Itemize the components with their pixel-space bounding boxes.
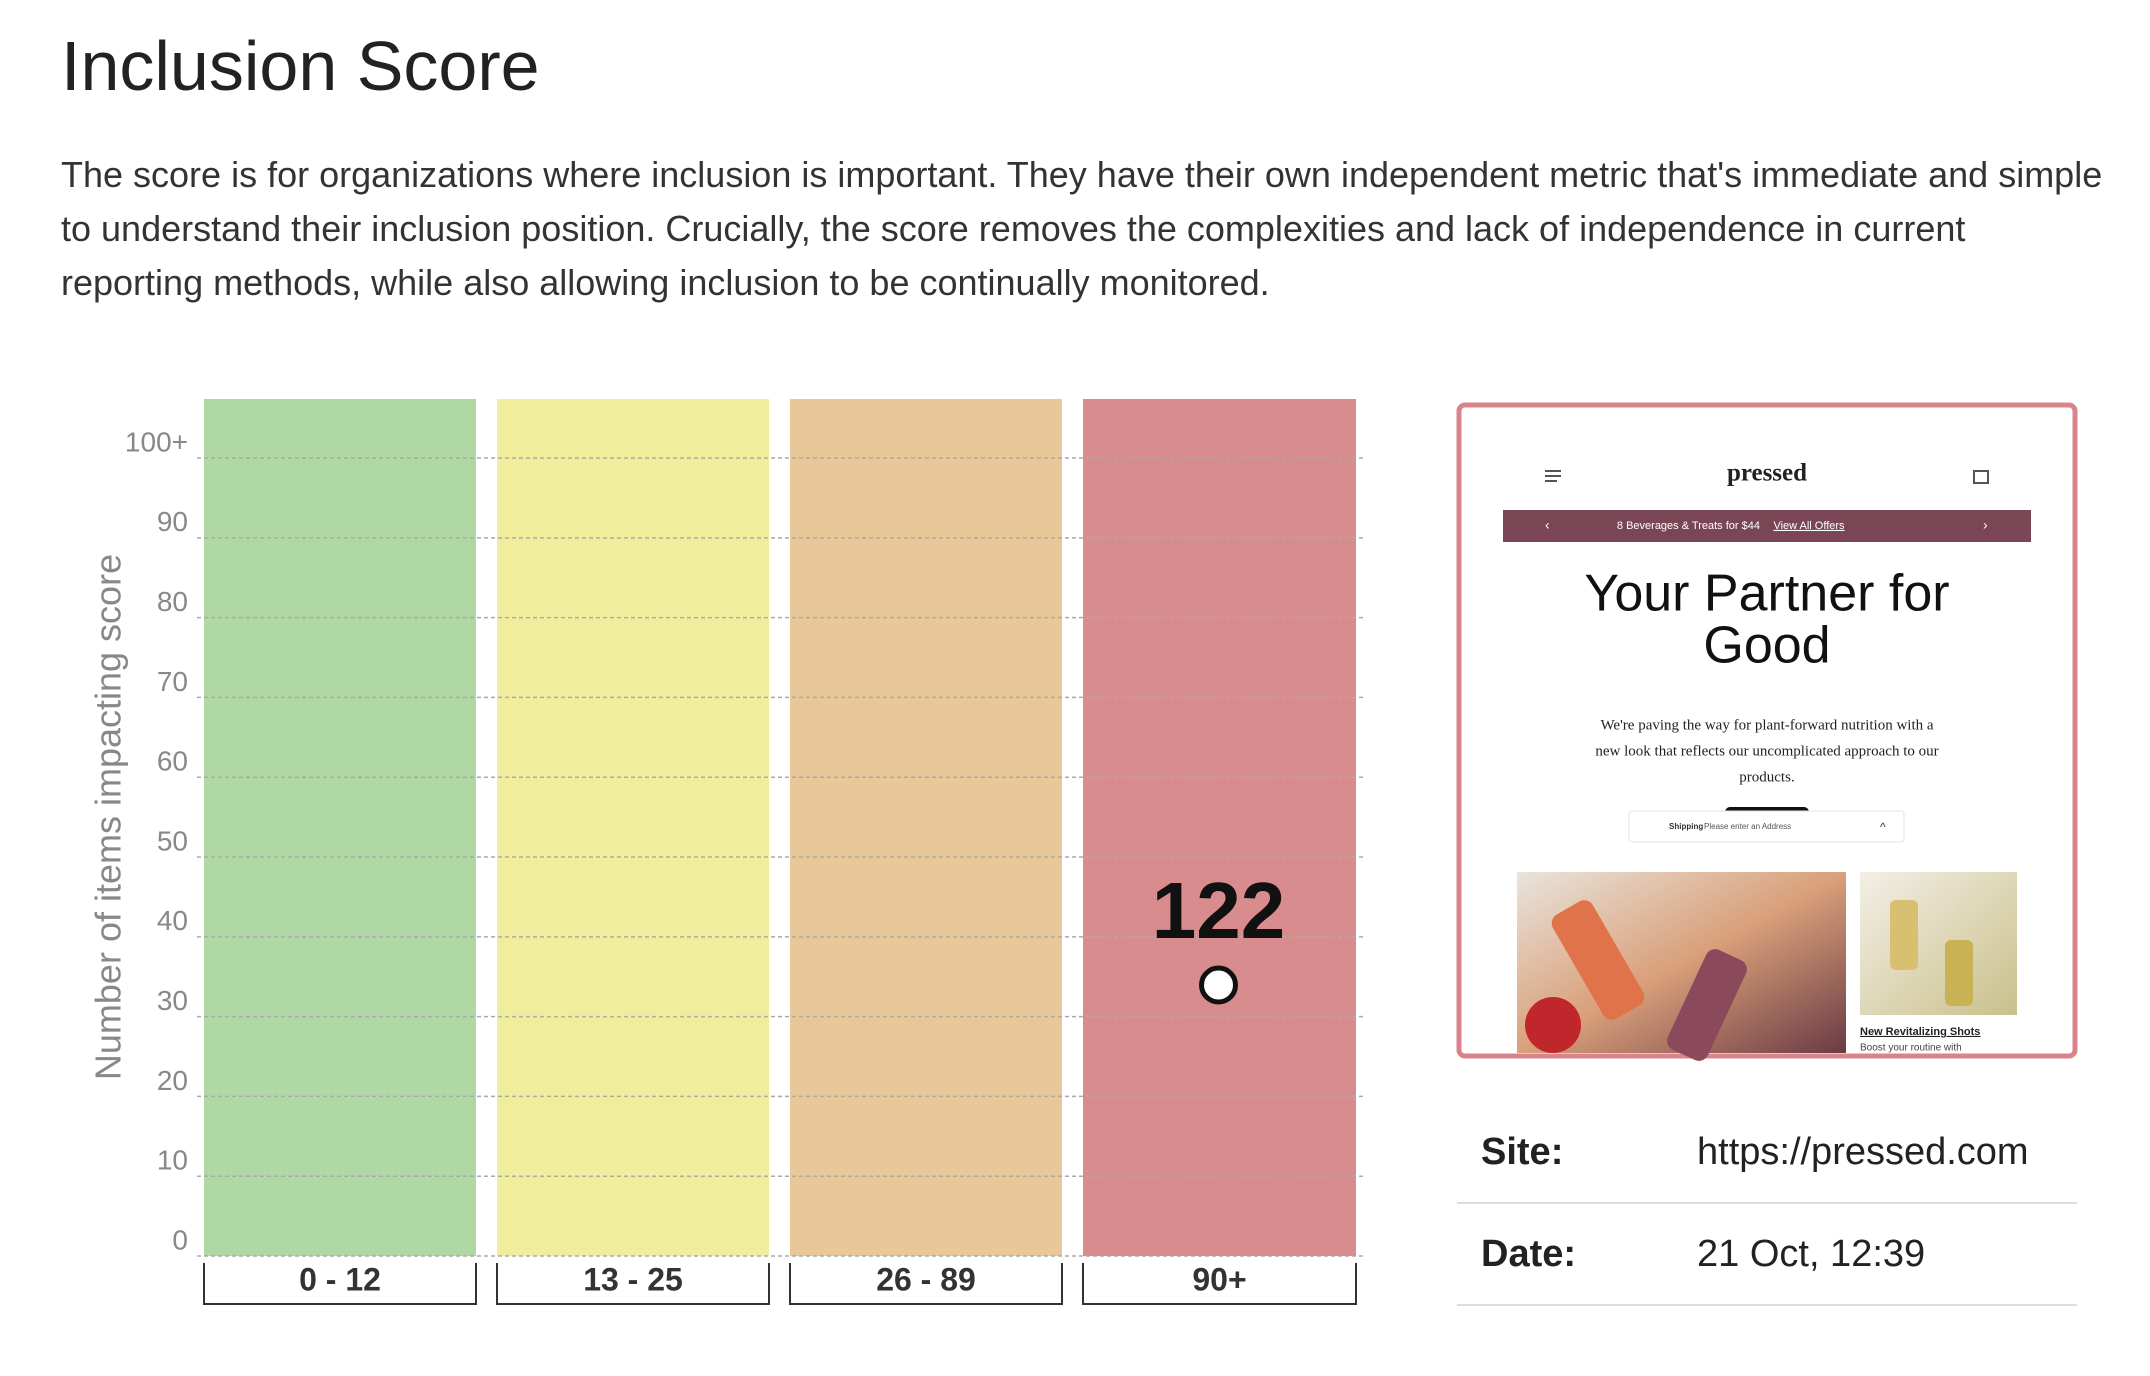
banner-arrow: › [1983, 517, 1988, 533]
apple [1525, 997, 1581, 1053]
y-axis-label: Number of items impacting score [88, 554, 129, 1080]
product-image [1860, 872, 2017, 1015]
category-bracket [203, 1263, 477, 1305]
score-band [1083, 399, 1356, 1256]
site-preview: pressed ‹ › 8 Beverages & Treats for $44… [1456, 402, 2078, 1061]
hero-text: We're paving the way for plant-forward n… [1600, 717, 1933, 733]
bag-icon [1973, 470, 1989, 484]
category-bracket [496, 1263, 770, 1305]
score-band [204, 399, 476, 1256]
y-tick-label: 80 [157, 586, 188, 617]
detail-label: Date: [1481, 1233, 1576, 1275]
banner-text: 8 Beverages & Treats for $44 [1617, 520, 1760, 532]
score-band [497, 399, 769, 1256]
y-tick-label: 70 [157, 666, 188, 697]
shipping-bar[interactable] [1628, 810, 1905, 843]
y-tick-label: 30 [157, 985, 188, 1016]
shipping-caret: ^ [1880, 820, 1886, 834]
category-label: 26 - 89 [876, 1261, 976, 1297]
chart: 0 10 20 30 40 50 60 70 80 90 100+ Number of items i… [88, 399, 1365, 1305]
hero-heading: Good [1703, 617, 1830, 675]
banner-link[interactable]: View All Offers [1773, 520, 1845, 532]
page-title: Inclusion Score [61, 27, 540, 105]
bottle [1667, 949, 1747, 1061]
bottle [1945, 940, 1973, 1006]
details-table: Site: https://pressed.com Date: 21 Oct, 12:… [1457, 1131, 2077, 1306]
detail-value: 21 Oct, 12:39 [1697, 1233, 1925, 1275]
y-tick-label: 100+ [125, 426, 188, 457]
hero-text: new look that reflects our uncomplicated… [1595, 743, 1938, 759]
y-tick-label: 0 [172, 1224, 188, 1255]
y-tick-label: 90 [157, 506, 188, 537]
bottle [1551, 900, 1645, 1020]
score-band [790, 399, 1062, 1256]
y-tick-label: 10 [157, 1145, 188, 1176]
category-label: 13 - 25 [583, 1261, 683, 1297]
card-title[interactable]: New Revitalizing Shots [1860, 1026, 1980, 1038]
category-label: 0 - 12 [299, 1261, 381, 1297]
detail-value: https://pressed.com [1697, 1131, 2029, 1173]
menu-icon [1545, 470, 1561, 482]
score-value: 122 [1152, 866, 1285, 955]
category-bracket [789, 1263, 1063, 1305]
shipping-text: Please enter an Address [1704, 822, 1791, 831]
category-label: 90+ [1192, 1261, 1246, 1297]
score-marker [1199, 965, 1238, 1005]
page-description: The score is for organizations where inc… [61, 154, 2103, 303]
bottle [1890, 900, 1918, 970]
y-tick-label: 40 [157, 905, 188, 936]
category-bracket [1082, 1263, 1357, 1305]
promo-banner [1503, 510, 2031, 542]
hero-heading: Your Partner for [1584, 565, 1949, 623]
shipping-label: Shipping [1669, 822, 1703, 831]
y-tick-label: 50 [157, 825, 188, 856]
card-text: Boost your routine with [1860, 1043, 1962, 1054]
y-tick-label: 20 [157, 1065, 188, 1096]
site-logo: pressed [1727, 460, 1807, 487]
y-tick-label: 60 [157, 746, 188, 777]
hero-text: products. [1739, 769, 1794, 785]
detail-label: Site: [1481, 1131, 1563, 1173]
banner-arrow: ‹ [1545, 517, 1550, 533]
